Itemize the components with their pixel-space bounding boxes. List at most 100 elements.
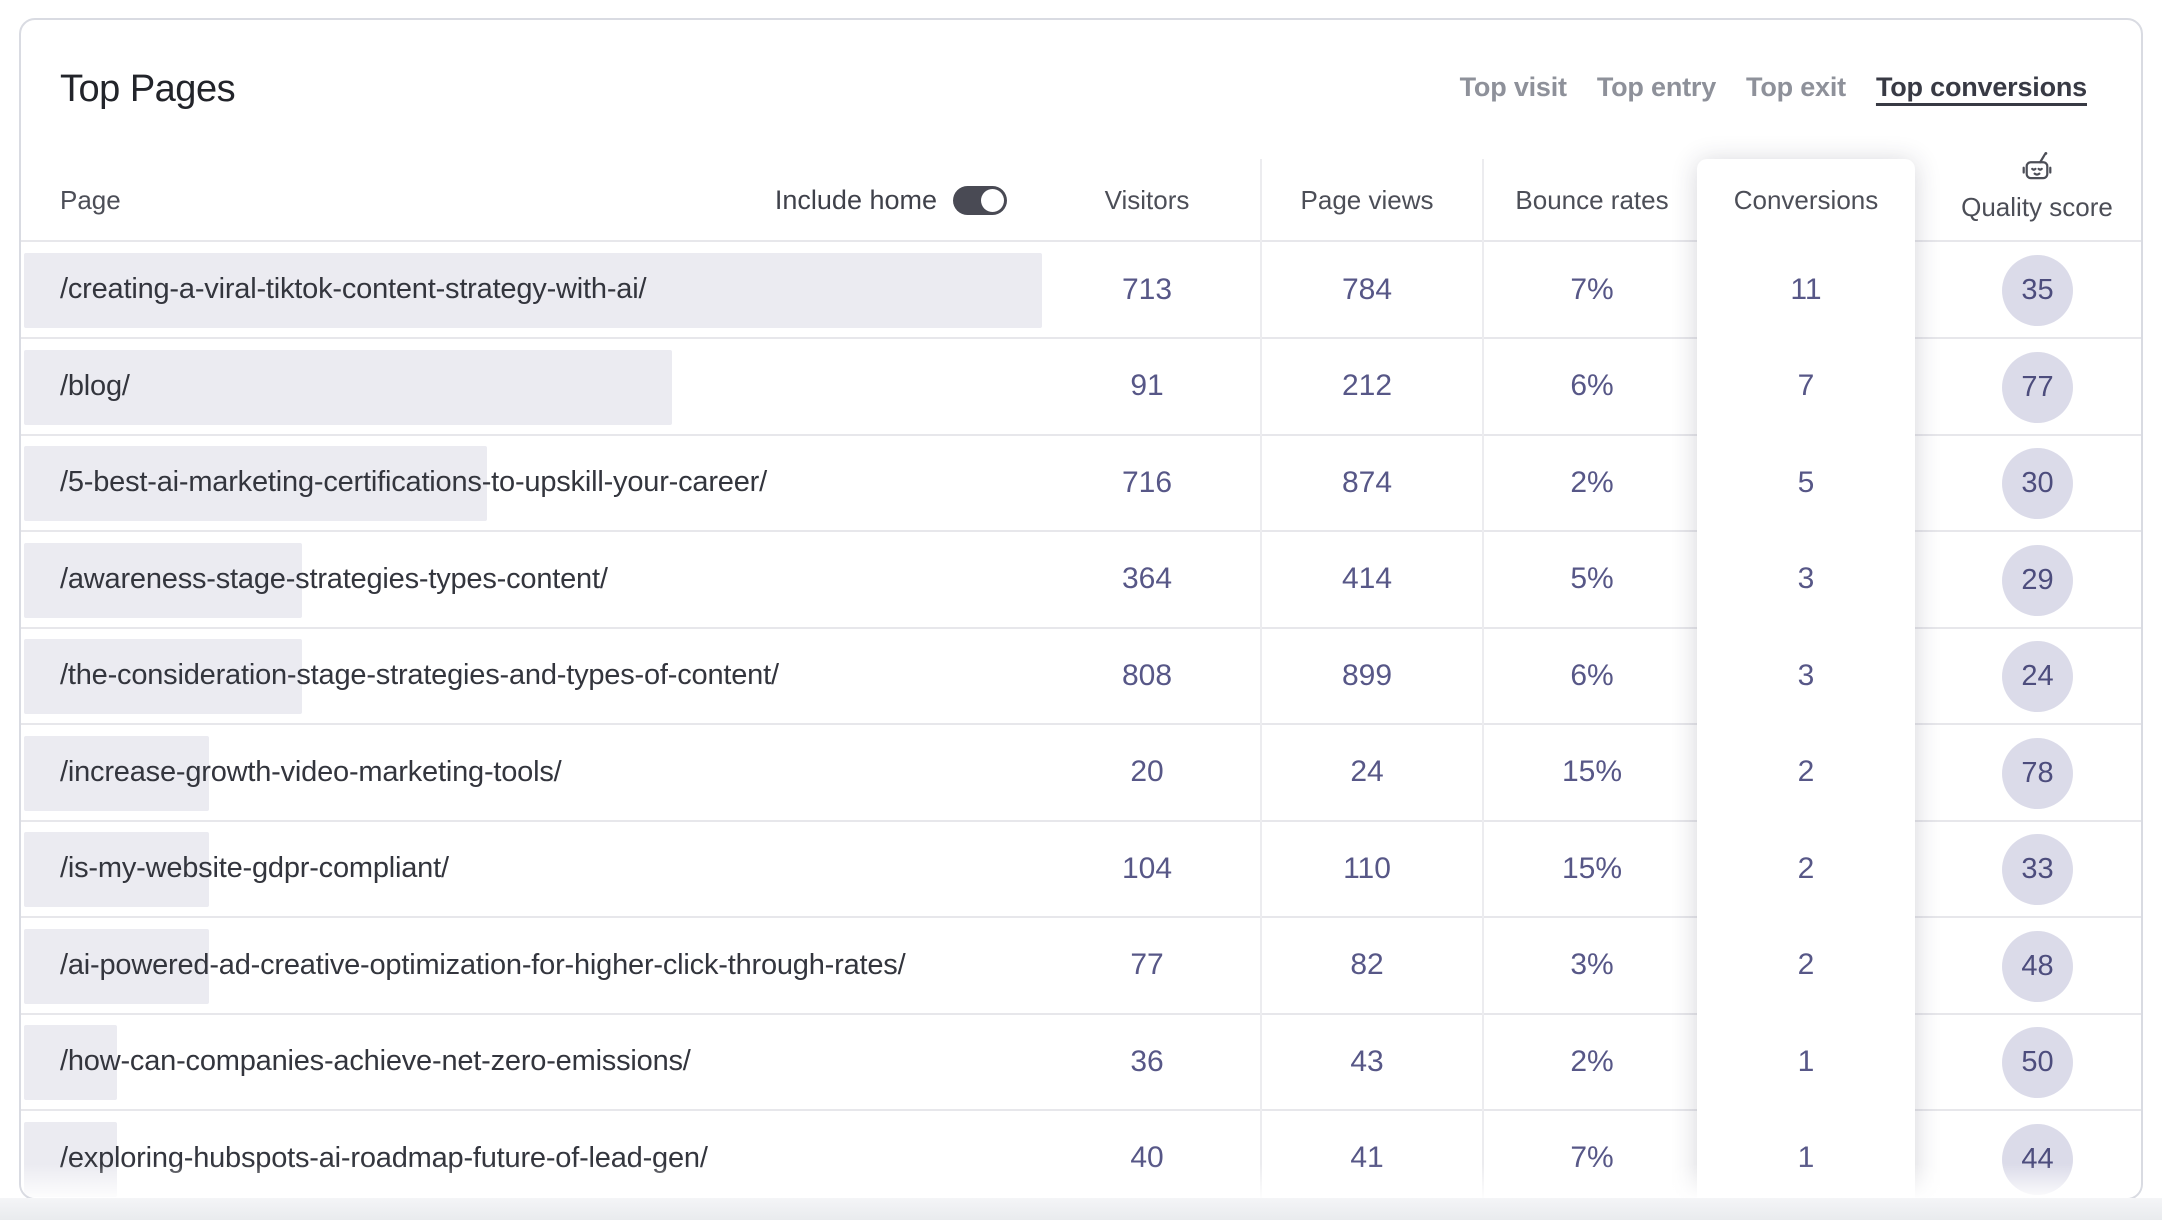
tab-top-conversions[interactable]: Top conversions bbox=[1875, 72, 2087, 102]
conversions-value: 1 bbox=[1797, 1044, 1815, 1078]
table-header: Page Include home Visitors Page views Bo… bbox=[21, 159, 2141, 242]
column-header-page: Page bbox=[60, 185, 121, 215]
tab-top-entry[interactable]: Top entry bbox=[1596, 72, 1717, 102]
column-header-quality-score: Quality score bbox=[1927, 148, 2141, 223]
table-row: /ai-powered-ad-creative-optimization-for… bbox=[21, 918, 2141, 1015]
visitors-value: 91 bbox=[1130, 369, 1164, 402]
tab-top-exit[interactable]: Top exit bbox=[1746, 72, 1846, 102]
page-link[interactable]: /ai-powered-ad-creative-optimization-for… bbox=[60, 948, 906, 981]
bounce-rate-value: 15% bbox=[1561, 755, 1623, 788]
conversions-bar bbox=[24, 832, 209, 907]
quality-score-badge: 30 bbox=[2002, 448, 2073, 519]
tab-top-visit[interactable]: Top visit bbox=[1459, 72, 1567, 102]
page-link[interactable]: /how-can-companies-achieve-net-zero-emis… bbox=[60, 1045, 691, 1077]
page-link[interactable]: /increase-growth-video-marketing-tools/ bbox=[60, 755, 562, 788]
page-views-value: 212 bbox=[1341, 369, 1393, 402]
quality-score-badge: 50 bbox=[2002, 1027, 2073, 1098]
table-row: /how-can-companies-achieve-net-zero-emis… bbox=[21, 1014, 2141, 1111]
conversions-bar bbox=[24, 735, 209, 811]
conversions-bar bbox=[24, 446, 487, 521]
page-views-value: 43 bbox=[1350, 1044, 1384, 1078]
table-row: /increase-growth-video-marketing-tools/2… bbox=[21, 725, 2141, 822]
page-views-value: 899 bbox=[1341, 658, 1393, 692]
table-row: /creating-a-viral-tiktok-content-strateg… bbox=[21, 242, 2141, 339]
quality-score-badge: 48 bbox=[2002, 930, 2073, 1002]
column-header-conversions: Conversions bbox=[1733, 185, 1879, 215]
conversions-bar bbox=[24, 542, 302, 618]
column-header-bounce-rates: Bounce rates bbox=[1515, 185, 1669, 215]
conversions-value: 5 bbox=[1797, 465, 1815, 499]
column-divider bbox=[1260, 159, 1262, 1198]
include-home-toggle[interactable] bbox=[953, 186, 1007, 215]
quality-score-badge: 33 bbox=[2002, 834, 2073, 905]
quality-score-badge: 29 bbox=[2002, 544, 2073, 616]
page-background bbox=[0, 1198, 2162, 1220]
conversions-bar bbox=[24, 639, 302, 714]
bounce-rate-value: 2% bbox=[1570, 1044, 1614, 1078]
bounce-rate-value: 7% bbox=[1570, 1141, 1614, 1174]
page-title: Top Pages bbox=[60, 68, 236, 110]
bounce-rate-value: 7% bbox=[1570, 272, 1614, 306]
table-row: /exploring-hubspots-ai-roadmap-future-of… bbox=[21, 1111, 2141, 1199]
table-row: /is-my-website-gdpr-compliant/104 110 15% 2… bbox=[21, 821, 2141, 918]
page-link[interactable]: /blog/ bbox=[60, 369, 130, 402]
table-row: /blog/91 212 6% 7 77 bbox=[21, 339, 2141, 436]
include-home-control: Include home bbox=[721, 159, 1007, 242]
page-views-value: 414 bbox=[1341, 562, 1393, 595]
conversions-bar bbox=[24, 1121, 117, 1197]
visitors-value: 20 bbox=[1130, 755, 1164, 788]
bounce-rate-value: 6% bbox=[1570, 369, 1614, 402]
robot-icon bbox=[2022, 151, 2052, 180]
conversions-value: 2 bbox=[1797, 948, 1815, 981]
column-header-visitors: Visitors bbox=[1104, 185, 1190, 215]
quality-score-badge: 44 bbox=[2002, 1123, 2073, 1195]
column-divider bbox=[1482, 159, 1484, 1198]
visitors-value: 104 bbox=[1121, 851, 1173, 885]
table-row: /5-best-ai-marketing-certifications-to-u… bbox=[21, 435, 2141, 532]
conversions-bar bbox=[24, 253, 1042, 328]
table-row: /the-consideration-stage-strategies-and-… bbox=[21, 628, 2141, 725]
visitors-value: 716 bbox=[1121, 465, 1173, 499]
conversions-value: 1 bbox=[1797, 1141, 1815, 1174]
page-link[interactable]: /exploring-hubspots-ai-roadmap-future-of… bbox=[60, 1141, 708, 1174]
page-views-value: 784 bbox=[1341, 272, 1393, 306]
quality-score-badge: 77 bbox=[2002, 351, 2073, 423]
conversions-bar bbox=[24, 1025, 117, 1100]
bounce-rate-value: 5% bbox=[1570, 562, 1614, 595]
conversions-value: 2 bbox=[1797, 851, 1815, 885]
quality-score-badge: 78 bbox=[2002, 737, 2073, 809]
bounce-rate-value: 15% bbox=[1561, 851, 1623, 885]
conversions-column-card bbox=[1697, 159, 1915, 1198]
report-tabs: Top visit Top entry Top exit Top convers… bbox=[1459, 72, 2088, 103]
visitors-value: 40 bbox=[1130, 1141, 1164, 1174]
visitors-value: 36 bbox=[1130, 1044, 1164, 1078]
visitors-value: 364 bbox=[1121, 562, 1173, 595]
page-link[interactable]: /is-my-website-gdpr-compliant/ bbox=[60, 852, 449, 884]
include-home-label: Include home bbox=[774, 185, 937, 215]
conversions-value: 3 bbox=[1797, 562, 1815, 595]
page-link[interactable]: /the-consideration-stage-strategies-and-… bbox=[60, 659, 779, 691]
visitors-value: 77 bbox=[1130, 948, 1164, 981]
top-pages-card: Top Pages Top visit Top entry Top exit T… bbox=[19, 18, 2143, 1200]
conversions-value: 7 bbox=[1797, 369, 1815, 402]
page-link[interactable]: /5-best-ai-marketing-certifications-to-u… bbox=[60, 466, 767, 498]
page-views-value: 41 bbox=[1350, 1141, 1384, 1174]
conversions-bar bbox=[24, 349, 672, 425]
conversions-value: 11 bbox=[1790, 272, 1822, 306]
toggle-knob-icon bbox=[981, 189, 1004, 212]
conversions-value: 3 bbox=[1797, 658, 1815, 692]
table-row: /awareness-stage-strategies-types-conten… bbox=[21, 532, 2141, 629]
bounce-rate-value: 2% bbox=[1570, 465, 1614, 499]
page-views-value: 110 bbox=[1343, 851, 1391, 885]
visitors-value: 713 bbox=[1121, 272, 1173, 306]
page-link[interactable]: /awareness-stage-strategies-types-conten… bbox=[60, 562, 608, 595]
bounce-rate-value: 6% bbox=[1570, 658, 1614, 692]
quality-score-badge: 35 bbox=[2002, 255, 2073, 326]
page-views-value: 24 bbox=[1350, 755, 1384, 788]
column-header-page-views: Page views bbox=[1300, 185, 1434, 215]
conversions-value: 2 bbox=[1797, 755, 1815, 788]
page-link[interactable]: /creating-a-viral-tiktok-content-strateg… bbox=[60, 273, 647, 305]
quality-score-badge: 24 bbox=[2002, 641, 2073, 712]
bounce-rate-value: 3% bbox=[1570, 948, 1614, 981]
